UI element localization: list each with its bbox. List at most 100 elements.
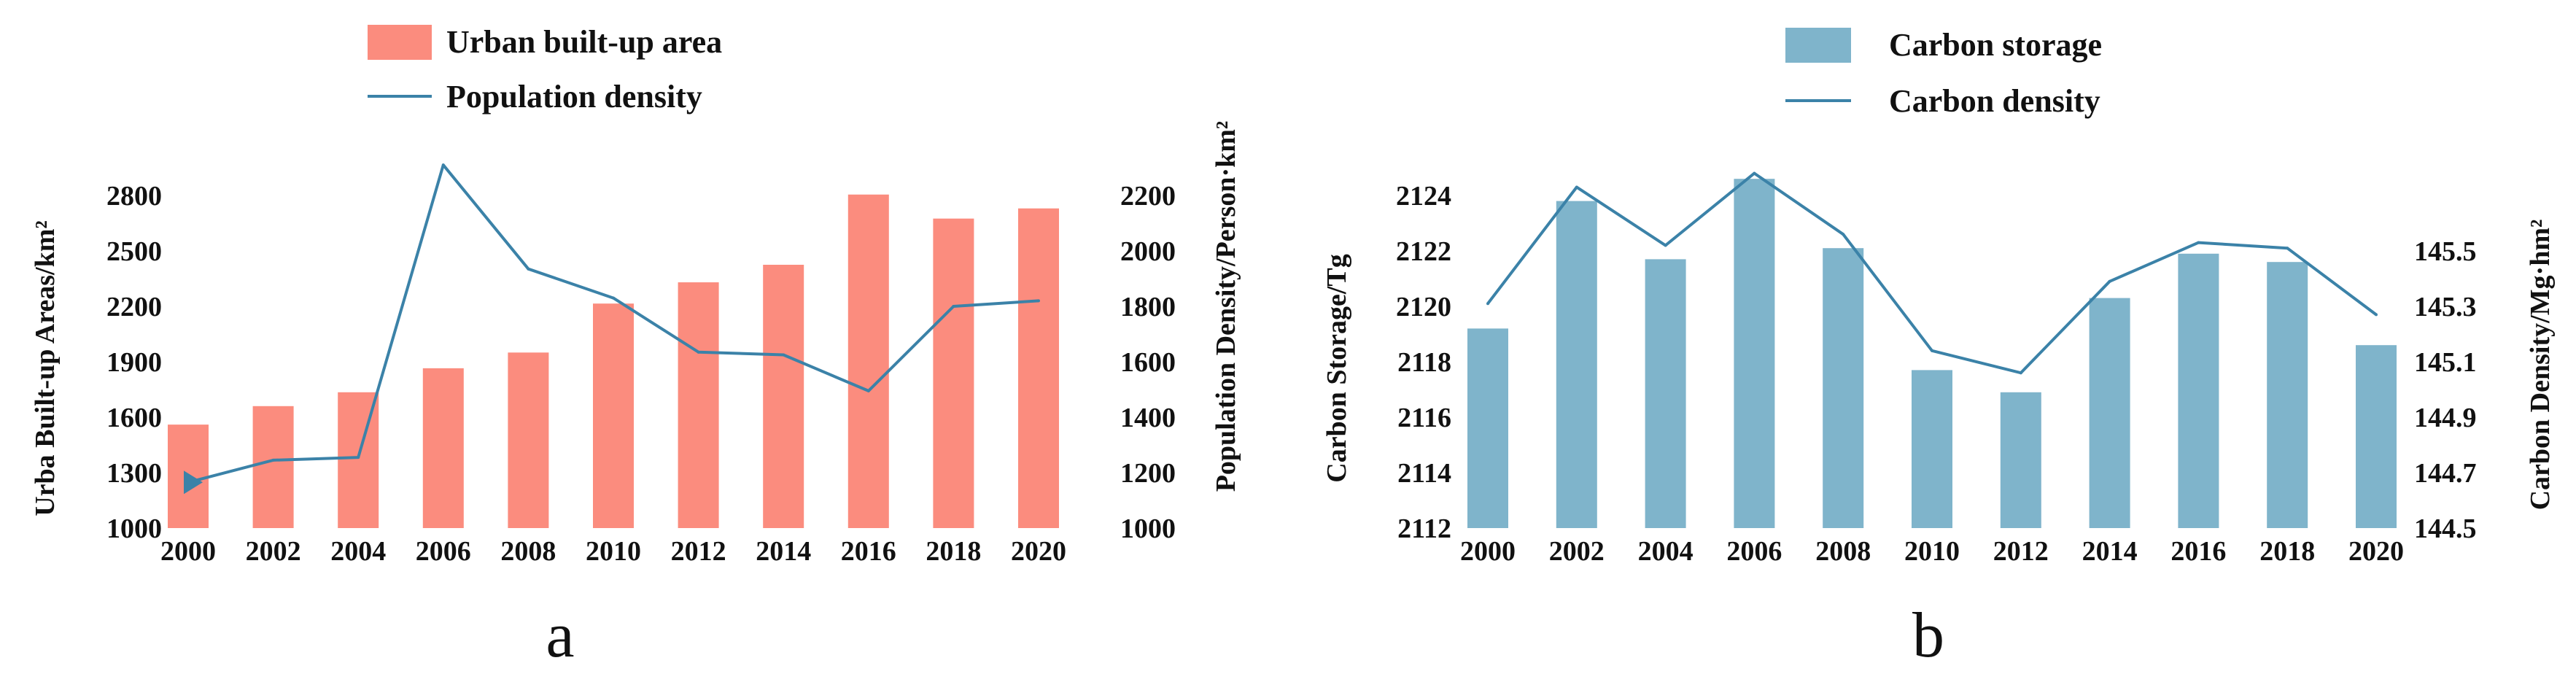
right-tick-label: 145.1	[2414, 347, 2477, 378]
right-tick-label: 1800	[1120, 292, 1176, 322]
chart-b-line-series	[1486, 171, 2378, 375]
left-tick-label: 2124	[1396, 181, 1451, 212]
bar	[2267, 262, 2308, 528]
left-tick-label: 1600	[106, 403, 162, 433]
x-tick-label: 2000	[160, 536, 216, 567]
chart-a-left-axis-label: Urba Built-up Areas/km²	[30, 220, 61, 516]
x-tick-label: 2002	[1549, 536, 1605, 567]
bar	[508, 352, 549, 528]
x-tick-label: 2018	[926, 536, 981, 567]
bar	[1912, 370, 1952, 528]
bar	[1556, 201, 1597, 528]
bar	[2178, 253, 2219, 528]
bar	[252, 406, 294, 528]
chart-a-legend-line-label: Population density	[446, 79, 702, 115]
line-point	[1931, 349, 1933, 352]
x-tick-label: 2008	[1815, 536, 1871, 567]
x-tick-label: 2018	[2259, 536, 2315, 567]
line-point	[1664, 244, 1667, 247]
left-tick-label: 2118	[1397, 347, 1451, 378]
line-point	[2019, 371, 2022, 375]
chart-a-x-ticks: 2000 2002 2004 2006 2008 2010 2012 2014 2016 2018…	[160, 536, 1066, 567]
chart-b-left-axis-label: Carbon Storage/Tg	[1322, 254, 1352, 483]
line-point	[271, 458, 275, 462]
bar	[2356, 345, 2397, 528]
bar	[593, 303, 634, 528]
right-tick-label: 145.3	[2414, 292, 2477, 322]
left-tick-label: 2114	[1397, 458, 1451, 489]
right-tick-label: 1200	[1120, 458, 1176, 489]
chart-panel-b: Carbon storage Carbon density 2112 2114 21…	[1322, 27, 2556, 671]
bar	[763, 265, 804, 528]
x-tick-label: 2014	[2082, 536, 2138, 567]
bar	[933, 218, 974, 528]
bar	[847, 194, 889, 528]
left-tick-label: 2500	[106, 236, 162, 267]
right-tick-label: 144.9	[2414, 403, 2477, 433]
x-tick-label: 2020	[2348, 536, 2404, 567]
x-tick-label: 2016	[841, 536, 896, 567]
chart-b-x-ticks: 2000 2002 2004 2006 2008 2010 2012 2014 2016 2018…	[1460, 536, 2404, 567]
x-tick-label: 2008	[500, 536, 556, 567]
chart-a-right-axis-label: Population Density/Person·km²	[1211, 121, 1241, 492]
chart-b-panel-letter: b	[1912, 600, 1944, 671]
chart-a-legend-bar-label: Urban built-up area	[446, 24, 722, 60]
chart-b-left-ticks: 2112 2114 2116 2118 2120 2122 2124	[1396, 181, 1451, 544]
bar	[422, 368, 464, 528]
chart-b-bars	[1467, 179, 2397, 528]
right-tick-label: 144.5	[2414, 513, 2477, 544]
line-point	[1486, 302, 1489, 306]
right-tick-label: 144.7	[2414, 458, 2477, 489]
right-tick-label: 2000	[1120, 236, 1176, 267]
chart-b-right-axis-label: Carbon Density/Mg·hm²	[2525, 220, 2556, 511]
x-tick-label: 2016	[2170, 536, 2226, 567]
x-tick-label: 2010	[586, 536, 641, 567]
line-point	[866, 389, 870, 392]
bar	[1018, 208, 1059, 528]
right-tick-label: 145.5	[2414, 236, 2477, 267]
chart-a-legend: Urban built-up area Population density	[368, 24, 722, 115]
left-tick-label: 2800	[106, 181, 162, 212]
bar	[1823, 248, 1864, 528]
line-point	[1037, 299, 1040, 303]
line-point	[357, 456, 360, 460]
line-point	[1842, 233, 1845, 236]
line-point	[697, 350, 700, 354]
bar	[2000, 392, 2041, 528]
right-tick-label: 1400	[1120, 403, 1176, 433]
chart-b-legend-line-label: Carbon density	[1889, 83, 2100, 119]
chart-b-legend: Carbon storage Carbon density	[1785, 27, 2102, 119]
line-point	[612, 296, 615, 300]
x-tick-label: 2006	[1726, 536, 1782, 567]
left-tick-label: 2112	[1397, 513, 1451, 544]
right-tick-label: 1000	[1120, 513, 1176, 544]
series-line	[1486, 171, 2378, 375]
line-point	[2375, 313, 2378, 317]
line-start-marker	[184, 470, 203, 495]
chart-a-bars	[168, 194, 1059, 528]
chart-b-legend-bar-swatch	[1785, 28, 1851, 63]
x-tick-label: 2014	[756, 536, 811, 567]
line-point	[2197, 241, 2200, 244]
bar	[2089, 298, 2130, 528]
line-point	[441, 163, 445, 167]
line-point	[527, 267, 530, 271]
x-tick-label: 2020	[1011, 536, 1066, 567]
x-tick-label: 2006	[416, 536, 471, 567]
x-tick-label: 2000	[1460, 536, 1516, 567]
bar	[1467, 328, 1508, 528]
left-tick-label: 2116	[1397, 403, 1451, 433]
bar	[1734, 179, 1775, 528]
left-tick-label: 1000	[106, 513, 162, 544]
line-point	[952, 305, 955, 308]
line-point	[2108, 279, 2111, 283]
left-tick-label: 2200	[106, 292, 162, 322]
chart-a-line-series	[184, 163, 1040, 495]
line-point	[782, 353, 785, 357]
chart-panel-a: Urban built-up area Population density 1…	[30, 24, 1241, 671]
line-point	[2286, 247, 2289, 250]
x-tick-label: 2002	[246, 536, 301, 567]
line-point	[1575, 185, 1578, 189]
chart-a-right-ticks: 1000 1200 1400 1600 1800 2000 2200	[1120, 181, 1176, 544]
